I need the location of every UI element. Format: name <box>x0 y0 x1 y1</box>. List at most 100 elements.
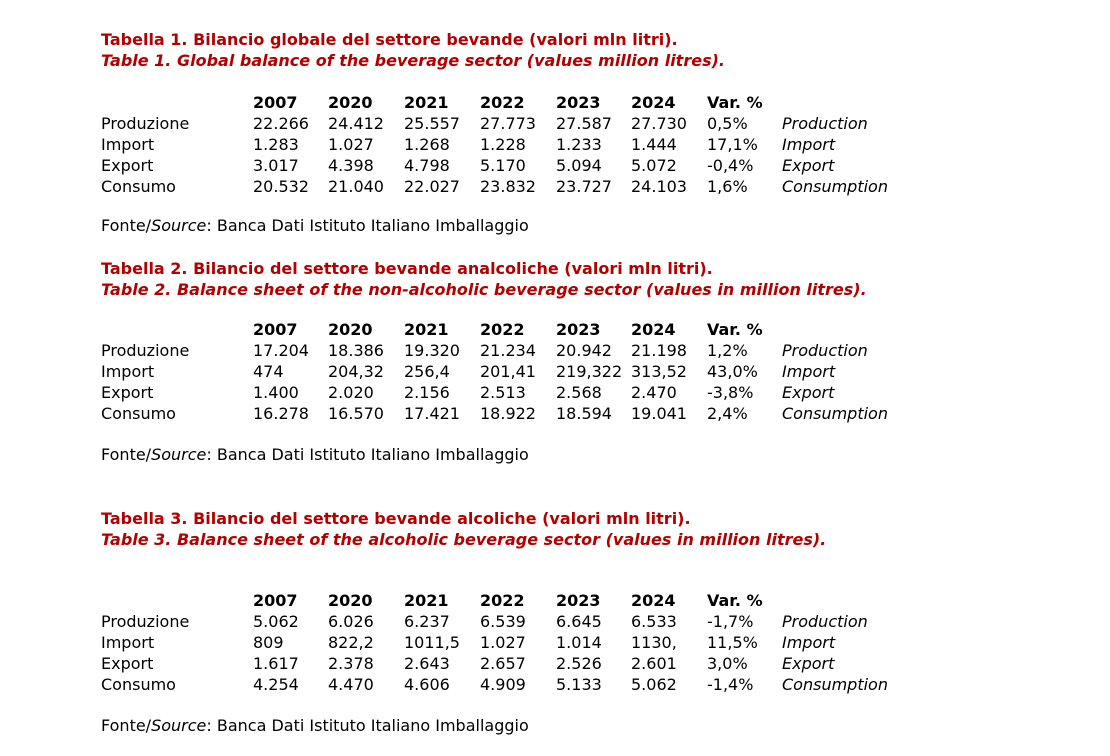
table-cell: -3,8% <box>707 383 754 402</box>
row-label-en: Import <box>782 633 836 652</box>
table-cell: 5.133 <box>556 675 602 694</box>
table-cell: 6.237 <box>404 612 450 631</box>
table-cell: 22.266 <box>253 114 309 133</box>
table-cell: 4.470 <box>328 675 374 694</box>
table-cell: 0,5% <box>707 114 748 133</box>
row-label-it: Export <box>101 156 154 175</box>
row-label-it: Consumo <box>101 177 176 196</box>
table-cell: 4.254 <box>253 675 299 694</box>
column-header: 2020 <box>328 320 373 339</box>
table-cell: 3,0% <box>707 654 748 673</box>
column-header: 2024 <box>631 320 676 339</box>
table-2-source: Fonte/Source: Banca Dati Istituto Italia… <box>101 445 529 464</box>
table-cell: 19.041 <box>631 404 687 423</box>
table-cell: -0,4% <box>707 156 754 175</box>
table-cell: 2.020 <box>328 383 374 402</box>
table-cell: 809 <box>253 633 284 652</box>
table-cell: 1.228 <box>480 135 526 154</box>
table-cell: 6.539 <box>480 612 526 631</box>
table-cell: 5.072 <box>631 156 677 175</box>
row-label-en: Consumption <box>782 675 888 694</box>
table-cell: 2.657 <box>480 654 526 673</box>
table-cell: 1.014 <box>556 633 602 652</box>
table-2-section: Tabella 2. Bilancio del settore bevande … <box>101 258 888 464</box>
table-1-source: Fonte/Source: Banca Dati Istituto Italia… <box>101 216 529 235</box>
column-header: 2023 <box>556 320 601 339</box>
table-cell: 2.643 <box>404 654 450 673</box>
table-cell: -1,4% <box>707 675 754 694</box>
column-header: 2021 <box>404 320 449 339</box>
table-cell: 24.103 <box>631 177 687 196</box>
table-cell: 19.320 <box>404 341 460 360</box>
table-cell: 6.645 <box>556 612 602 631</box>
table-cell: 16.278 <box>253 404 309 423</box>
table-cell: 2.601 <box>631 654 677 673</box>
table-cell: 1.444 <box>631 135 677 154</box>
table-cell: 27.773 <box>480 114 536 133</box>
table-cell: 5.062 <box>253 612 299 631</box>
row-label-en: Import <box>782 362 836 381</box>
column-header: 2007 <box>253 93 298 112</box>
table-cell: 2.526 <box>556 654 602 673</box>
row-label-en: Production <box>782 114 868 133</box>
row-label-it: Export <box>101 383 154 402</box>
row-label-it: Produzione <box>101 612 190 631</box>
table-cell: 1011,5 <box>404 633 460 652</box>
row-label-en: Consumption <box>782 404 888 423</box>
table-cell: 5.062 <box>631 675 677 694</box>
row-label-it: Produzione <box>101 341 190 360</box>
table-cell: 204,32 <box>328 362 384 381</box>
table-cell: 21.040 <box>328 177 384 196</box>
row-label-it: Export <box>101 654 154 673</box>
table-1-title-it: Tabella 1. Bilancio globale del settore … <box>101 30 678 49</box>
row-label-it: Consumo <box>101 675 176 694</box>
table-3-title-en: Table 3. Balance sheet of the alcoholic … <box>101 530 827 549</box>
table-cell: 27.587 <box>556 114 612 133</box>
table-3-title-it: Tabella 3. Bilancio del settore bevande … <box>101 509 691 528</box>
column-header: Var. % <box>707 591 763 610</box>
table-cell: 6.026 <box>328 612 374 631</box>
table-cell: 17.204 <box>253 341 309 360</box>
table-cell: 6.533 <box>631 612 677 631</box>
table-cell: 1,2% <box>707 341 748 360</box>
table-cell: 1.027 <box>480 633 526 652</box>
row-label-it: Produzione <box>101 114 190 133</box>
row-label-en: Production <box>782 612 868 631</box>
column-header: 2022 <box>480 320 525 339</box>
row-label-it: Import <box>101 135 155 154</box>
table-cell: 1.400 <box>253 383 299 402</box>
column-header: Var. % <box>707 93 763 112</box>
table-cell: 25.557 <box>404 114 460 133</box>
table-cell: 43,0% <box>707 362 758 381</box>
table-cell: -1,7% <box>707 612 754 631</box>
column-header: 2007 <box>253 320 298 339</box>
column-header: Var. % <box>707 320 763 339</box>
column-header: 2023 <box>556 591 601 610</box>
table-cell: 1.027 <box>328 135 374 154</box>
table-cell: 2.470 <box>631 383 677 402</box>
table-cell: 4.909 <box>480 675 526 694</box>
row-label-en: Import <box>782 135 836 154</box>
table-cell: 1,6% <box>707 177 748 196</box>
table-cell: 22.027 <box>404 177 460 196</box>
column-header: 2024 <box>631 591 676 610</box>
column-header: 2020 <box>328 93 373 112</box>
table-1-section: Tabella 1. Bilancio globale del settore … <box>101 29 888 235</box>
table-2-title-it: Tabella 2. Bilancio del settore bevande … <box>101 259 713 278</box>
row-label-en: Export <box>782 654 835 673</box>
column-header: 2021 <box>404 93 449 112</box>
table-cell: 17.421 <box>404 404 460 423</box>
table-cell: 313,52 <box>631 362 687 381</box>
table-cell: 18.922 <box>480 404 536 423</box>
row-label-en: Consumption <box>782 177 888 196</box>
table-2-title-en: Table 2. Balance sheet of the non-alcoho… <box>101 280 867 299</box>
table-cell: 23.832 <box>480 177 536 196</box>
table-cell: 27.730 <box>631 114 687 133</box>
row-label-it: Consumo <box>101 404 176 423</box>
table-cell: 20.532 <box>253 177 309 196</box>
table-cell: 256,4 <box>404 362 450 381</box>
table-cell: 23.727 <box>556 177 612 196</box>
table-cell: 1.233 <box>556 135 602 154</box>
table-cell: 2.156 <box>404 383 450 402</box>
table-cell: 4.798 <box>404 156 450 175</box>
